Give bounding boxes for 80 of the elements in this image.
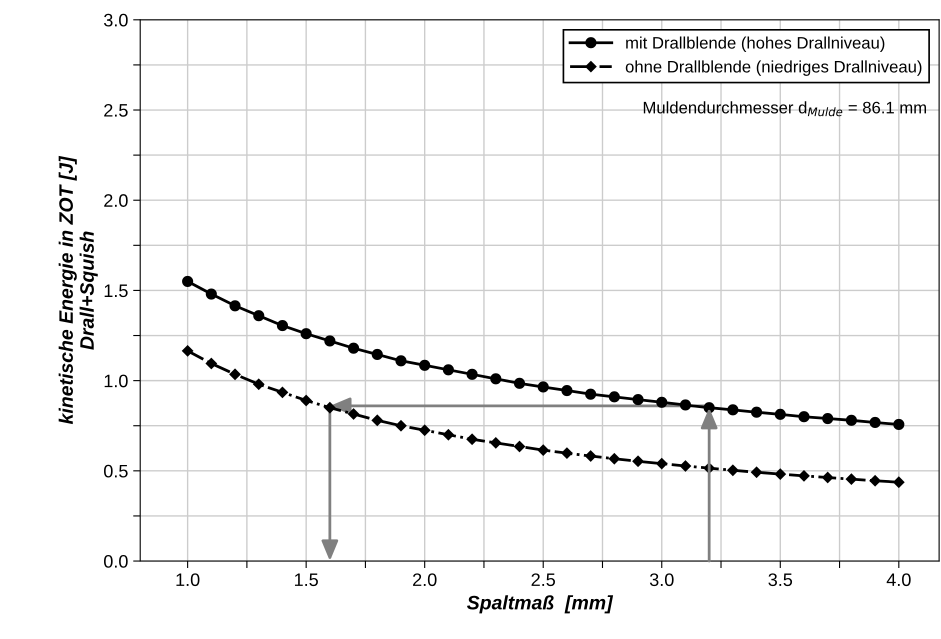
point bbox=[870, 416, 881, 428]
point bbox=[846, 474, 858, 485]
point bbox=[656, 396, 668, 408]
point bbox=[798, 411, 810, 422]
point bbox=[680, 460, 692, 472]
point bbox=[206, 358, 217, 370]
point bbox=[514, 378, 526, 389]
point bbox=[704, 402, 715, 414]
point bbox=[229, 368, 241, 380]
point bbox=[774, 468, 786, 480]
y-axis-title: kinetische Energie in ZOT [J] Drall+Squish bbox=[58, 156, 98, 424]
point bbox=[348, 408, 360, 420]
point bbox=[608, 391, 620, 402]
x-tick-label: 4.0 bbox=[886, 573, 911, 586]
y-tick-label: 3.0 bbox=[104, 14, 128, 27]
point bbox=[206, 288, 217, 300]
point bbox=[253, 310, 264, 322]
point bbox=[585, 450, 596, 462]
point bbox=[538, 381, 549, 392]
point bbox=[561, 385, 572, 396]
point bbox=[490, 437, 502, 448]
point bbox=[466, 368, 478, 380]
annotation: Muldendurchmesser d$_{Mulde}$ = 86.1 mm bbox=[644, 101, 926, 116]
point bbox=[490, 373, 502, 384]
y-tick-label: 1.0 bbox=[104, 374, 128, 388]
x-tick-label: 2.5 bbox=[532, 573, 556, 586]
x-tick-label: 3.5 bbox=[768, 573, 792, 586]
y-tick-label: 0.0 bbox=[104, 554, 128, 568]
legend-label: ohne Drallblende (niedriges Drallniveau) bbox=[626, 60, 922, 76]
x-tick-label: 2.0 bbox=[413, 573, 437, 586]
point bbox=[348, 342, 360, 354]
point bbox=[514, 440, 526, 452]
point bbox=[561, 448, 573, 459]
point bbox=[608, 453, 620, 464]
point bbox=[893, 476, 904, 488]
point bbox=[276, 386, 288, 398]
point bbox=[680, 399, 692, 411]
point bbox=[395, 420, 407, 432]
point bbox=[466, 434, 478, 445]
point bbox=[727, 404, 738, 416]
point bbox=[300, 328, 312, 340]
point bbox=[870, 475, 881, 486]
point bbox=[419, 360, 430, 371]
point bbox=[751, 406, 762, 418]
legend-label: mit Drallblende (hohes Drallniveau) bbox=[626, 36, 884, 52]
point bbox=[395, 355, 407, 366]
x-tick-label: 3.0 bbox=[650, 573, 674, 586]
point bbox=[253, 378, 264, 390]
point bbox=[846, 414, 857, 426]
x-axis-title: Spaltmaß [mm] bbox=[466, 595, 614, 614]
y-tick-label: 2.5 bbox=[104, 104, 128, 117]
x-tick-label: 1.0 bbox=[176, 573, 200, 586]
point bbox=[182, 276, 194, 287]
point bbox=[372, 348, 383, 360]
y-tick-label: 1.5 bbox=[104, 284, 128, 298]
point bbox=[750, 466, 762, 478]
point bbox=[727, 464, 738, 476]
point bbox=[893, 418, 904, 430]
point bbox=[774, 408, 786, 420]
point bbox=[822, 412, 834, 424]
point bbox=[419, 424, 430, 436]
point bbox=[324, 402, 336, 414]
point bbox=[300, 394, 312, 406]
point bbox=[442, 364, 454, 376]
point bbox=[585, 388, 596, 400]
x-tick-label: 1.5 bbox=[294, 574, 318, 586]
point bbox=[632, 456, 644, 467]
point bbox=[822, 472, 834, 484]
y-tick-label: 2.0 bbox=[104, 194, 128, 207]
point bbox=[276, 320, 288, 332]
point bbox=[632, 394, 644, 406]
point bbox=[372, 414, 383, 426]
point bbox=[798, 470, 810, 482]
point bbox=[182, 345, 194, 356]
point bbox=[538, 444, 549, 456]
point bbox=[324, 335, 336, 346]
y-tick-label: 0.5 bbox=[104, 464, 128, 478]
point bbox=[656, 458, 668, 470]
point bbox=[229, 300, 241, 312]
point bbox=[442, 429, 454, 440]
